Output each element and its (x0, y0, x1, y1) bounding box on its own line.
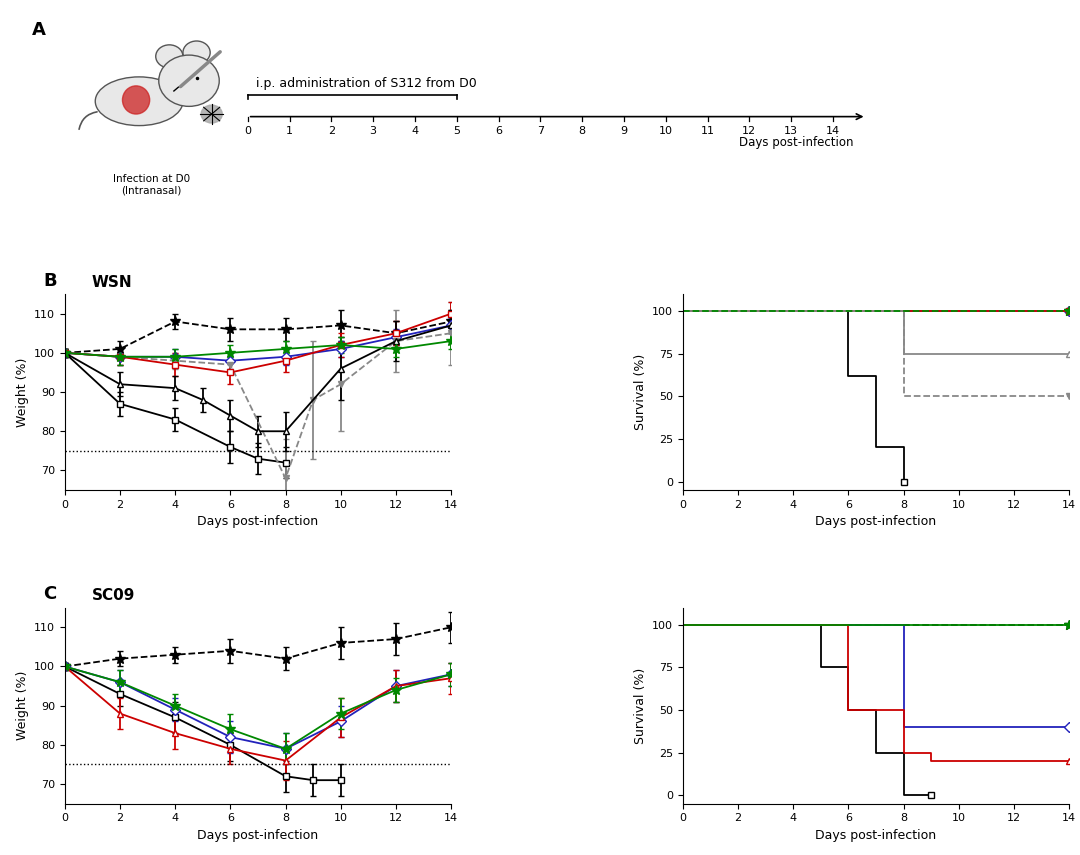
Y-axis label: Survival (%): Survival (%) (634, 668, 647, 744)
Text: Days post-infection: Days post-infection (740, 136, 854, 149)
Text: 0: 0 (244, 127, 252, 136)
Text: 9: 9 (620, 127, 627, 136)
Circle shape (156, 44, 183, 68)
Text: 5: 5 (454, 127, 460, 136)
X-axis label: Days post-infection: Days post-infection (198, 829, 319, 842)
Text: SC09: SC09 (92, 588, 135, 604)
Text: 2: 2 (327, 127, 335, 136)
Y-axis label: Survival (%): Survival (%) (634, 354, 647, 430)
Text: 8: 8 (579, 127, 585, 136)
X-axis label: Days post-infection: Days post-infection (198, 516, 319, 528)
Text: 13: 13 (784, 127, 798, 136)
Text: WSN: WSN (92, 274, 133, 290)
Text: 7: 7 (537, 127, 544, 136)
X-axis label: Days post-infection: Days post-infection (815, 516, 936, 528)
Text: B: B (43, 272, 57, 290)
Circle shape (183, 41, 211, 64)
Text: 11: 11 (701, 127, 715, 136)
Text: C: C (43, 586, 56, 604)
Text: 12: 12 (742, 127, 756, 136)
Circle shape (159, 55, 219, 106)
Text: Infection at D0
(Intranasal): Infection at D0 (Intranasal) (112, 174, 190, 196)
Text: 3: 3 (369, 127, 377, 136)
X-axis label: Days post-infection: Days post-infection (815, 829, 936, 842)
Ellipse shape (122, 86, 150, 114)
Text: 14: 14 (826, 127, 840, 136)
Text: 10: 10 (659, 127, 673, 136)
Text: A: A (32, 21, 46, 39)
Circle shape (201, 105, 222, 123)
Text: 1: 1 (286, 127, 293, 136)
Ellipse shape (95, 77, 183, 126)
Y-axis label: Weight (%): Weight (%) (15, 671, 28, 740)
Text: 6: 6 (495, 127, 502, 136)
Y-axis label: Weight (%): Weight (%) (15, 357, 28, 427)
Text: 4: 4 (411, 127, 418, 136)
Text: i.p. administration of S312 from D0: i.p. administration of S312 from D0 (256, 77, 476, 91)
